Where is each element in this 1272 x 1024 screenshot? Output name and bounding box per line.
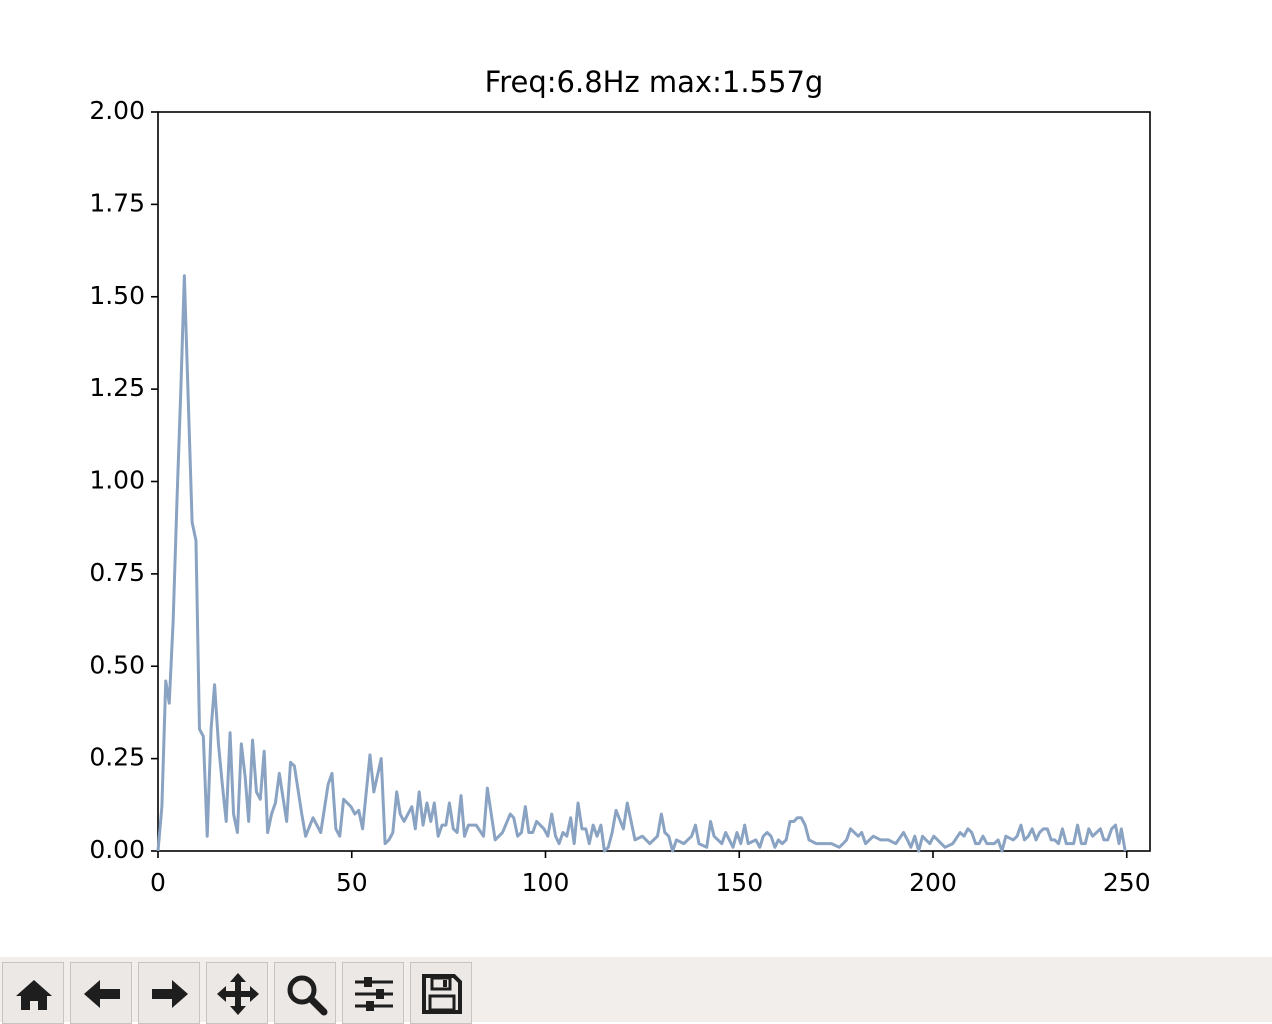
x-tick-label: 0 (150, 868, 166, 897)
x-tick-label: 250 (1103, 868, 1151, 897)
y-tick-label: 0.00 (89, 835, 145, 864)
pan-button[interactable] (206, 962, 268, 1024)
zoom-icon (287, 975, 328, 1016)
configure-icon (355, 977, 393, 1011)
save-button[interactable] (410, 962, 472, 1024)
back-icon (84, 980, 120, 1008)
y-tick-label: 0.75 (89, 558, 145, 587)
data-line (156, 274, 1127, 853)
toolbar (0, 957, 1272, 1024)
y-tick-label: 2.00 (89, 96, 145, 125)
save-icon (422, 974, 462, 1014)
configure-button[interactable] (342, 962, 404, 1024)
y-tick-label: 0.50 (89, 650, 145, 679)
x-tick-label: 50 (336, 868, 368, 897)
back-button[interactable] (70, 962, 132, 1024)
y-tick-label: 0.25 (89, 743, 145, 772)
plot-frame (157, 111, 1151, 852)
forward-button[interactable] (138, 962, 200, 1024)
home-button[interactable] (2, 962, 64, 1024)
x-tick-label: 200 (909, 868, 957, 897)
forward-icon (152, 980, 188, 1008)
y-tick-label: 1.75 (89, 188, 145, 217)
chart-title: Freq:6.8Hz max:1.557g (485, 65, 824, 99)
home-icon (16, 980, 52, 1010)
x-tick-label: 100 (522, 868, 570, 897)
pan-icon (217, 973, 259, 1015)
y-tick-label: 1.00 (89, 466, 145, 495)
zoom-button[interactable] (274, 962, 336, 1024)
y-tick-label: 1.25 (89, 373, 145, 402)
y-tick-label: 1.50 (89, 281, 145, 310)
chart: Freq:6.8Hz max:1.557g 0.00 0.25 0.50 0.75 1.… (89, 65, 1151, 897)
x-tick-label: 150 (715, 868, 763, 897)
